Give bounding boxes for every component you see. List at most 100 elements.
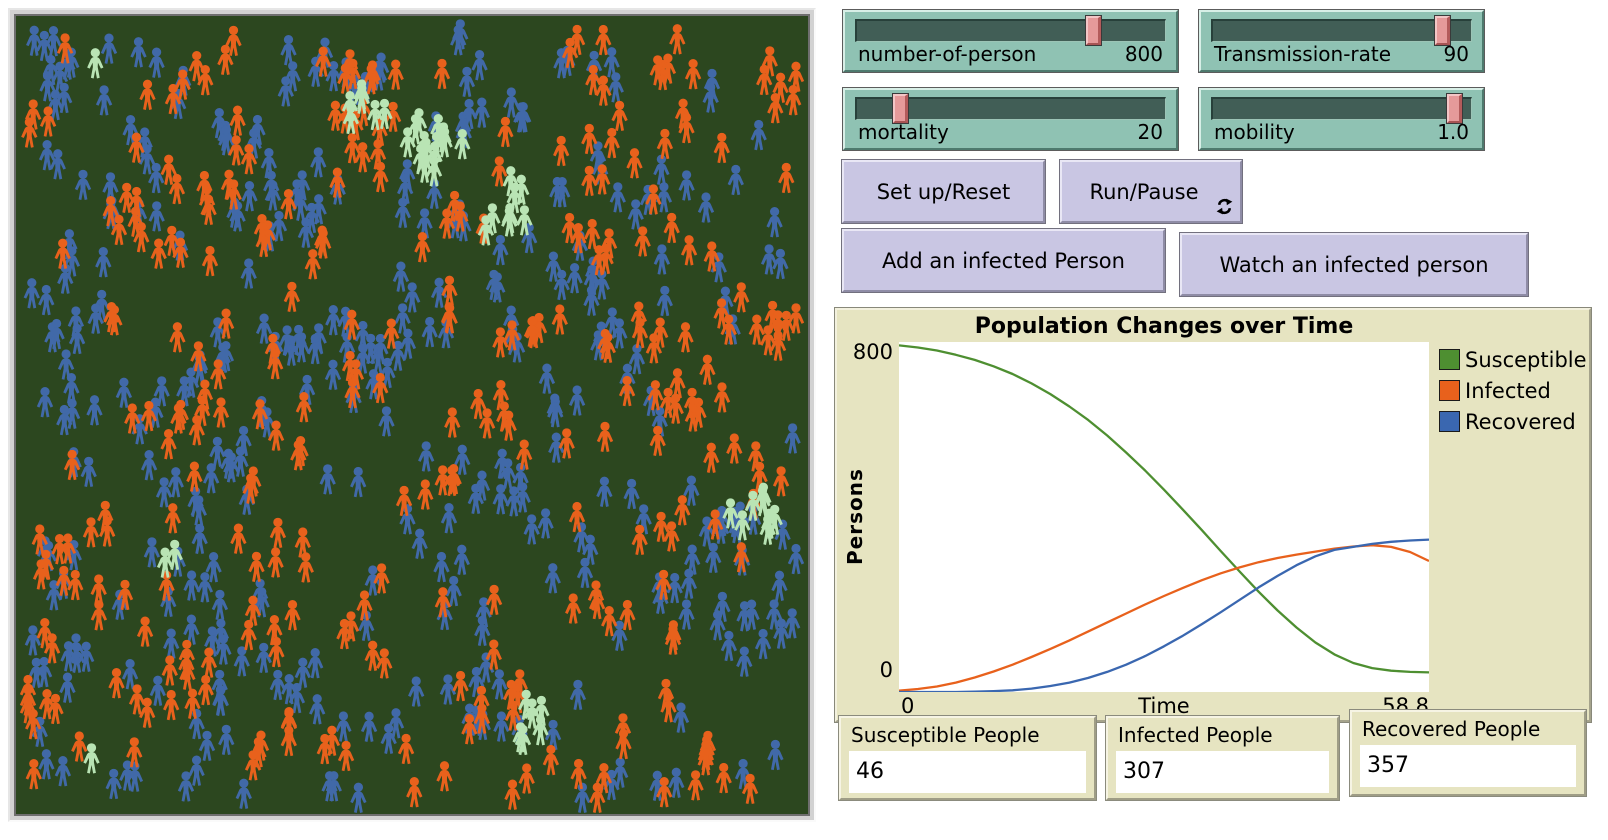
slider-value: 800 bbox=[1124, 42, 1163, 66]
person-recovered bbox=[183, 570, 200, 601]
slider-track[interactable] bbox=[1211, 19, 1472, 42]
legend-swatch-infected bbox=[1439, 380, 1460, 401]
person-recovered bbox=[280, 35, 297, 66]
monitor-value: 46 bbox=[849, 751, 1086, 793]
person-recovered bbox=[218, 724, 235, 756]
person-infected bbox=[558, 428, 575, 459]
slider-handle[interactable] bbox=[1446, 93, 1464, 124]
person-infected bbox=[161, 655, 178, 686]
slider-track[interactable] bbox=[1211, 97, 1472, 120]
person-recovered bbox=[350, 782, 367, 813]
person-recovered bbox=[24, 625, 42, 656]
person-infected bbox=[280, 725, 297, 757]
person-recovered bbox=[177, 771, 195, 802]
slider-handle[interactable] bbox=[892, 93, 910, 124]
person-infected bbox=[680, 235, 698, 266]
person-recovered bbox=[672, 702, 690, 733]
slider-number-of-person[interactable]: number-of-person 800 bbox=[843, 10, 1178, 72]
person-recovered bbox=[255, 642, 272, 674]
person-infected bbox=[677, 322, 694, 353]
person-infected bbox=[611, 100, 628, 132]
add-infected-person-button[interactable]: Add an infected Person bbox=[842, 229, 1165, 292]
person-infected bbox=[376, 648, 393, 679]
forever-loop-icon bbox=[1216, 198, 1233, 215]
person-recovered bbox=[678, 170, 695, 201]
setup-reset-button[interactable]: Set up/Reset bbox=[842, 160, 1045, 223]
run-pause-button[interactable]: Run/Pause bbox=[1060, 160, 1242, 223]
person-recovered bbox=[720, 630, 738, 662]
person-recovered bbox=[36, 387, 54, 418]
person-recovered bbox=[191, 523, 208, 555]
person-recovered bbox=[298, 374, 316, 406]
person-recovered bbox=[576, 557, 594, 589]
person-recovered bbox=[241, 181, 258, 212]
slider-handle[interactable] bbox=[1084, 15, 1102, 46]
person-infected bbox=[634, 226, 651, 257]
person-infected bbox=[565, 593, 582, 624]
person-recovered bbox=[433, 551, 450, 583]
person-infected bbox=[581, 123, 598, 155]
slider-label: Transmission-rate bbox=[1214, 42, 1392, 66]
person-recovered bbox=[537, 508, 554, 539]
person-recovered bbox=[54, 756, 72, 787]
person-infected bbox=[150, 238, 167, 269]
person-infected bbox=[669, 24, 686, 55]
monitor-value: 357 bbox=[1360, 745, 1576, 787]
person-infected bbox=[699, 354, 716, 385]
person-infected bbox=[663, 212, 680, 244]
person-recovered bbox=[115, 377, 133, 408]
slider-label: number-of-person bbox=[858, 42, 1037, 66]
legend-label: Infected bbox=[1465, 378, 1551, 403]
monitor-label: Susceptible People bbox=[851, 723, 1040, 747]
person-recovered bbox=[754, 628, 772, 660]
person-infected bbox=[713, 382, 731, 413]
watch-infected-person-button[interactable]: Watch an infected person bbox=[1180, 233, 1528, 296]
person-infected bbox=[504, 779, 521, 810]
person-recovered bbox=[653, 244, 671, 275]
person-recovered bbox=[148, 162, 165, 194]
monitor-infected-people: Infected People 307 bbox=[1106, 716, 1339, 800]
person-recovered bbox=[310, 147, 327, 178]
person-infected bbox=[90, 600, 108, 631]
slider-handle[interactable] bbox=[1433, 15, 1451, 46]
y-axis-name: Persons bbox=[843, 468, 867, 566]
add-infected-person-label: Add an infected Person bbox=[882, 248, 1125, 273]
plot-canvas bbox=[898, 342, 1430, 694]
y-axis-min-label: 0 bbox=[879, 658, 893, 682]
person-recovered bbox=[148, 47, 165, 78]
person-recovered bbox=[149, 675, 166, 706]
slider-mortality[interactable]: mortality 20 bbox=[843, 88, 1178, 150]
person-infected bbox=[229, 105, 246, 136]
person-infected bbox=[497, 116, 514, 148]
person-recovered bbox=[784, 423, 801, 454]
person-recovered bbox=[471, 50, 488, 81]
slider-track[interactable] bbox=[855, 19, 1166, 42]
person-recovered bbox=[130, 37, 147, 68]
person-infected bbox=[201, 245, 219, 277]
person-infected bbox=[284, 600, 301, 631]
monitor-label: Infected People bbox=[1118, 723, 1273, 747]
person-recovered bbox=[143, 537, 161, 568]
person-infected bbox=[269, 517, 287, 549]
person-infected bbox=[715, 762, 732, 794]
world-view[interactable] bbox=[14, 14, 810, 816]
person-infected bbox=[164, 503, 181, 534]
person-infected bbox=[169, 322, 186, 353]
person-infected bbox=[47, 693, 64, 725]
person-infected bbox=[136, 616, 154, 647]
person-recovered bbox=[203, 463, 220, 494]
slider-transmission-rate[interactable]: Transmission-rate 90 bbox=[1199, 10, 1484, 72]
person-recovered bbox=[548, 432, 565, 463]
x-axis-name: Time bbox=[1138, 694, 1190, 718]
person-recovered bbox=[233, 646, 250, 677]
legend-swatch-recovered bbox=[1439, 411, 1460, 432]
slider-mobility[interactable]: mobility 1.0 bbox=[1199, 88, 1484, 150]
person-infected bbox=[67, 569, 84, 601]
person-recovered bbox=[324, 359, 342, 390]
person-infected bbox=[197, 674, 214, 706]
person-recovered bbox=[95, 85, 113, 116]
person-infected bbox=[436, 761, 453, 792]
slider-track[interactable] bbox=[855, 97, 1166, 120]
person-recovered bbox=[623, 478, 640, 510]
